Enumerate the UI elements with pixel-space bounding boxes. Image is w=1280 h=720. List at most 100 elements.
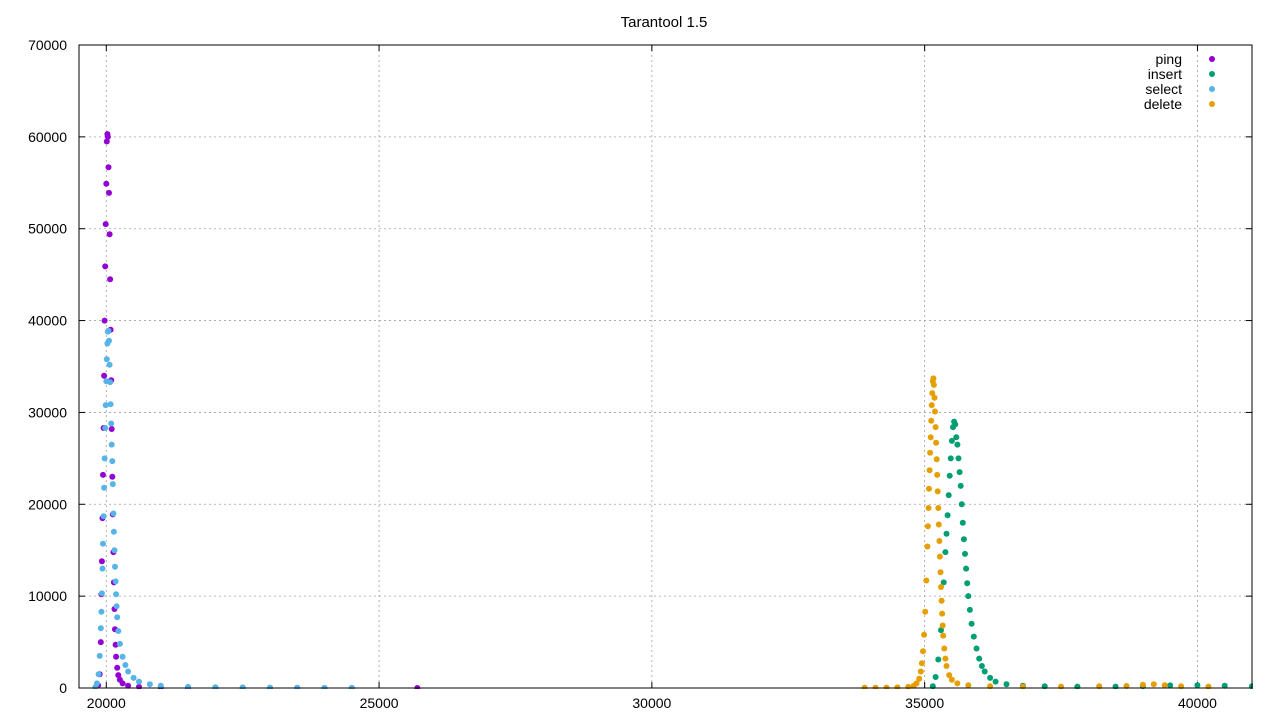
insert-point [1003,681,1010,688]
insert-point [940,579,947,586]
ping-point [103,138,110,145]
ping-point [101,317,108,324]
insert-point [981,668,988,675]
delete-point [917,668,924,675]
delete-point [937,569,944,576]
series-select [92,327,355,689]
ping-point [136,683,142,689]
insert-point [1167,682,1174,689]
y-tick-label: 50000 [28,221,67,237]
insert-point [963,565,970,572]
delete-point [1161,682,1168,689]
ping-point [106,189,112,196]
select-point [112,578,119,585]
insert-point [966,606,973,613]
select-point [110,510,117,517]
ping-point [103,180,110,187]
select-point [100,513,107,520]
axes: 20000 25000 30000 35000 40000 0 10000 20000 3000… [28,37,1252,711]
insert-point [944,512,951,519]
select-point [111,547,118,554]
insert-point [1194,682,1201,689]
insert-point [978,663,985,669]
delete-point [924,523,931,530]
select-point [101,484,108,491]
select-point [185,683,192,689]
ping-point [105,164,112,171]
insert-point [965,593,972,600]
delete-point [927,434,934,441]
delete-point [924,543,931,550]
select-point [125,668,132,675]
insert-point [960,536,967,543]
delete-point [965,682,972,689]
series-ping [95,131,421,689]
ping-point [107,276,114,283]
insert-point [973,645,980,652]
delete-point [939,622,946,629]
legend-marker-select [1209,86,1215,92]
insert-point [938,627,944,634]
delete-point [934,488,941,495]
insert-point [957,482,964,489]
select-point [106,337,112,344]
select-point [107,401,114,408]
select-point [157,682,164,689]
select-point [95,671,102,678]
delete-point [935,521,942,528]
delete-point [936,538,943,544]
insert-point [1112,683,1119,689]
delete-point [954,680,961,687]
x-tick-label: 35000 [905,695,944,711]
delete-point [934,471,941,478]
select-point [115,628,122,634]
ping-point [125,682,132,689]
insert-point [956,469,963,476]
insert-point [945,492,952,499]
ping-point [98,558,105,565]
insert-point [943,530,950,537]
insert-point [987,674,994,681]
insert-point [1221,682,1228,689]
insert-point [970,633,977,640]
select-point [110,528,117,535]
delete-point [921,631,928,638]
select-point [96,652,103,659]
delete-point [933,439,940,446]
select-point [114,614,121,621]
legend-marker-delete [1209,101,1215,107]
select-point [113,603,120,610]
delete-point [942,655,949,662]
select-point [112,563,118,570]
series-insert [929,418,1253,689]
grid [79,44,1252,688]
select-point [102,402,109,409]
delete-point [927,449,934,456]
insert-point [954,441,961,448]
delete-point [1139,681,1146,688]
y-tick-label: 40000 [28,313,67,329]
insert-point [958,501,965,508]
insert-point [952,421,959,428]
select-point [106,361,113,368]
delete-point [940,632,947,639]
legend-label-select: select [1145,81,1182,97]
delete-point [1205,683,1212,689]
y-tick-label: 70000 [28,37,67,53]
delete-point [948,676,955,683]
y-tick-label: 60000 [28,129,67,145]
delete-point [1019,683,1026,689]
series-delete [861,375,1212,689]
delete-point [930,375,937,382]
delete-point [928,402,935,409]
select-point [99,565,106,572]
insert-point [948,437,955,444]
delete-point [905,683,912,689]
plot-frame [78,44,1253,689]
select-point [98,590,105,597]
y-tick-label: 0 [59,680,67,696]
insert-point [955,455,962,462]
select-point [119,653,126,660]
y-tick-label: 20000 [28,496,67,512]
